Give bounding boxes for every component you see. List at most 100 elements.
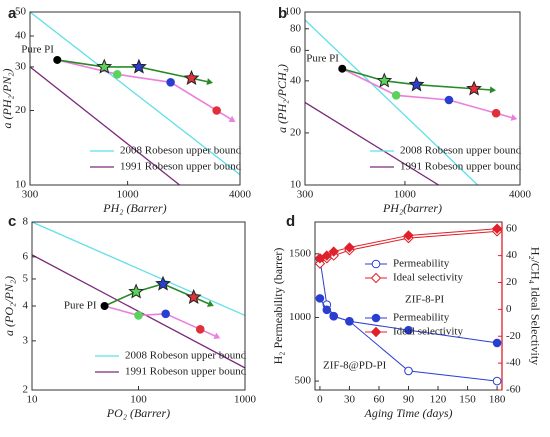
y-tick-label: 20 <box>15 104 27 116</box>
legend-label: Permeability <box>393 258 450 270</box>
pure-pi-point <box>53 55 62 64</box>
y-tick-label: 6 <box>23 250 29 262</box>
star-point <box>128 283 145 299</box>
robeson-line <box>30 66 181 185</box>
legend-label: 2008 Robeson upper bound <box>125 350 247 362</box>
robeson-line <box>305 101 439 185</box>
arrow-head <box>206 78 214 86</box>
x-axis-title: PH₂ (Barrer) <box>102 201 166 215</box>
circle-point <box>134 311 143 320</box>
y2-tick-label: 60 <box>506 222 518 234</box>
x-tick-label: 100 <box>130 394 147 406</box>
y-tick-label: 1500 <box>289 247 312 259</box>
y2-axis-title: H₂/CH₄ Ideal Selectivity <box>528 247 542 365</box>
trend-arrow <box>57 59 231 120</box>
plot-frame <box>304 11 521 186</box>
y-axis-title: a (PH₂/PN₂) <box>0 68 14 128</box>
y-tick-label: 40 <box>15 30 27 42</box>
panel-label: b <box>278 5 287 22</box>
legend-marker <box>370 326 382 338</box>
circle-point <box>391 90 401 100</box>
x-tick-label: 180 <box>489 394 506 406</box>
circle-point <box>315 294 325 303</box>
y-tick-label: 3 <box>23 334 29 346</box>
diamond-point <box>314 258 326 269</box>
legend-label: 2008 Robeson upper bound <box>120 145 242 157</box>
panel-label: c <box>8 213 16 230</box>
legend-marker <box>370 272 382 284</box>
pure-pi-label: Pure PI <box>306 52 339 64</box>
pure-pi-point <box>100 302 109 310</box>
arrow-head <box>228 115 236 122</box>
arrow-head <box>510 114 518 121</box>
panel-label: d <box>286 213 295 230</box>
y-tick-label: 5 <box>23 272 29 284</box>
y2-tick-label: -20 <box>506 330 521 342</box>
star-point <box>408 76 425 92</box>
x-axis-title: Aging Time (days) <box>364 406 453 420</box>
circle-point <box>161 309 170 319</box>
y2-tick-label: 0 <box>506 303 512 315</box>
x-tick-label: 150 <box>459 394 476 406</box>
y-tick-label: 40 <box>290 74 302 86</box>
circle-point <box>491 108 501 118</box>
plot-frame <box>29 11 241 186</box>
diamond-point <box>491 223 503 234</box>
x-tick-label: 4000 <box>229 189 252 201</box>
y2-tick-label: -40 <box>506 357 521 369</box>
y-tick-label: 10 <box>290 179 302 191</box>
y-tick-label: 60 <box>290 44 302 56</box>
arrow-head <box>213 332 221 340</box>
legend-label: 1991 Robeson upper bound <box>125 366 247 378</box>
y-tick-label: 1000 <box>289 311 312 323</box>
x-tick-label: 300 <box>297 189 314 201</box>
y-tick-label: 50 <box>15 6 27 18</box>
circle-point <box>322 305 332 315</box>
star-point <box>155 275 171 291</box>
legend-label: 1991 Robeson upper bound <box>120 161 242 173</box>
group-label: ZIF-8@PD-PI <box>323 360 387 372</box>
circle-point <box>404 325 413 335</box>
circle-point <box>166 77 175 87</box>
legend-label: 2008 Robeson upper bound <box>400 145 522 157</box>
group-label: ZIF-8-PI <box>405 294 444 306</box>
y2-tick-label: 20 <box>506 276 518 288</box>
circle-point <box>112 70 122 79</box>
diamond-point <box>403 230 414 241</box>
y-tick-label: 2 <box>23 384 29 396</box>
circle-point <box>404 366 413 376</box>
circle-point <box>345 316 354 326</box>
circle-point <box>329 311 339 321</box>
pure-pi-point <box>338 64 347 73</box>
y-tick-label: 20 <box>290 126 302 138</box>
x-tick-label: 4000 <box>509 189 532 201</box>
y-tick-label: 30 <box>15 60 27 72</box>
y2-tick-label: 40 <box>506 249 518 261</box>
x-axis-title: PO₂ (Barrer) <box>106 406 170 420</box>
robeson-line <box>30 12 240 176</box>
circle-point <box>195 325 205 334</box>
x-tick-label: 90 <box>403 394 415 406</box>
star-point <box>466 80 482 96</box>
y-tick-label: 4 <box>23 300 29 312</box>
y-axis-title: H₂ Permeability (barrer) <box>271 248 285 365</box>
y-tick-label: 500 <box>295 375 312 387</box>
legend-marker <box>371 313 381 323</box>
x-tick-label: 60 <box>373 394 385 406</box>
star-point <box>185 288 202 304</box>
star-point <box>131 58 147 74</box>
circle-point <box>492 338 502 348</box>
star-point <box>376 72 393 88</box>
x-tick-label: 120 <box>430 394 447 406</box>
y-axis-title: a (PO₂/PN₂) <box>2 276 16 336</box>
diamond-point <box>321 250 333 261</box>
circle-point <box>212 106 221 115</box>
x-tick-label: 300 <box>22 189 39 201</box>
legend-marker <box>371 259 381 269</box>
y-tick-label: 10 <box>15 179 27 191</box>
arrow-head <box>489 86 497 94</box>
x-axis-title: PH₂(barrer) <box>382 201 442 215</box>
circle-point <box>492 376 502 386</box>
x-tick-label: 1000 <box>117 189 140 201</box>
